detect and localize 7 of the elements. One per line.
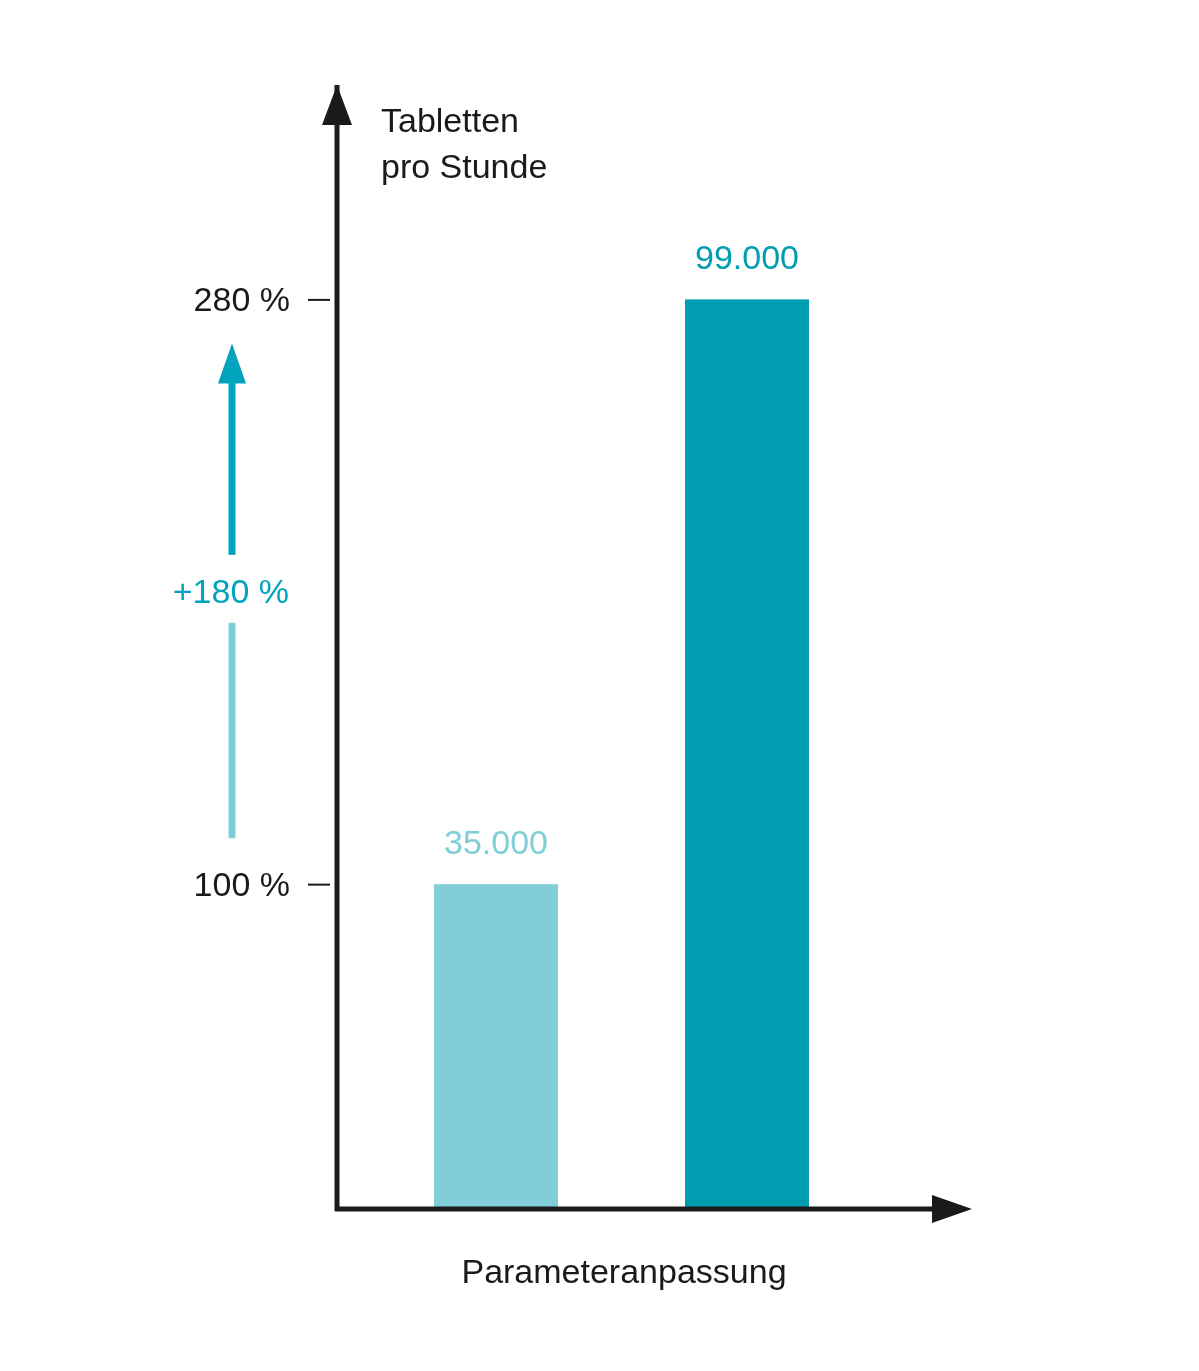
y-axis-title: Tabletten pro Stunde xyxy=(381,101,548,185)
y-tick-label: 100 % xyxy=(193,864,290,903)
x-axis-title: Parameteranpassung xyxy=(461,1252,787,1290)
annotation: 35.000 xyxy=(444,823,548,862)
y-tick-label: 280 % xyxy=(193,279,290,318)
text: +180 % xyxy=(172,571,289,610)
annotation: 99.000 xyxy=(695,238,799,277)
